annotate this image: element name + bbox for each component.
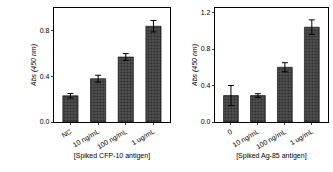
svg-text:NC: NC xyxy=(60,128,72,139)
svg-text:10 ng/mL: 10 ng/mL xyxy=(72,128,101,150)
svg-text:0.8: 0.8 xyxy=(201,45,211,52)
svg-text:0.0: 0.0 xyxy=(40,118,50,125)
svg-text:0.4: 0.4 xyxy=(40,73,50,80)
svg-text:10 ng/mL: 10 ng/mL xyxy=(231,128,260,150)
svg-text:0: 0 xyxy=(226,128,233,136)
svg-text:[Spiked CFP-10 antigen]: [Spiked CFP-10 antigen] xyxy=(74,152,150,160)
svg-text:1 ug/mL: 1 ug/mL xyxy=(130,128,156,148)
svg-text:Abs (450 nm): Abs (450 nm) xyxy=(191,44,199,87)
svg-text:0.8: 0.8 xyxy=(40,27,50,34)
svg-text:0.0: 0.0 xyxy=(201,118,211,125)
svg-text:0.4: 0.4 xyxy=(201,82,211,89)
svg-text:1.2: 1.2 xyxy=(201,9,211,16)
svg-text:Abs (450 nm): Abs (450 nm) xyxy=(30,44,38,87)
svg-text:100 ng/mL: 100 ng/mL xyxy=(96,128,129,152)
svg-text:100 ng/mL: 100 ng/mL xyxy=(255,128,288,152)
svg-text:[Spiked Ag-85 antigen]: [Spiked Ag-85 antigen] xyxy=(236,152,306,160)
svg-text:1 ug/mL: 1 ug/mL xyxy=(289,128,315,148)
